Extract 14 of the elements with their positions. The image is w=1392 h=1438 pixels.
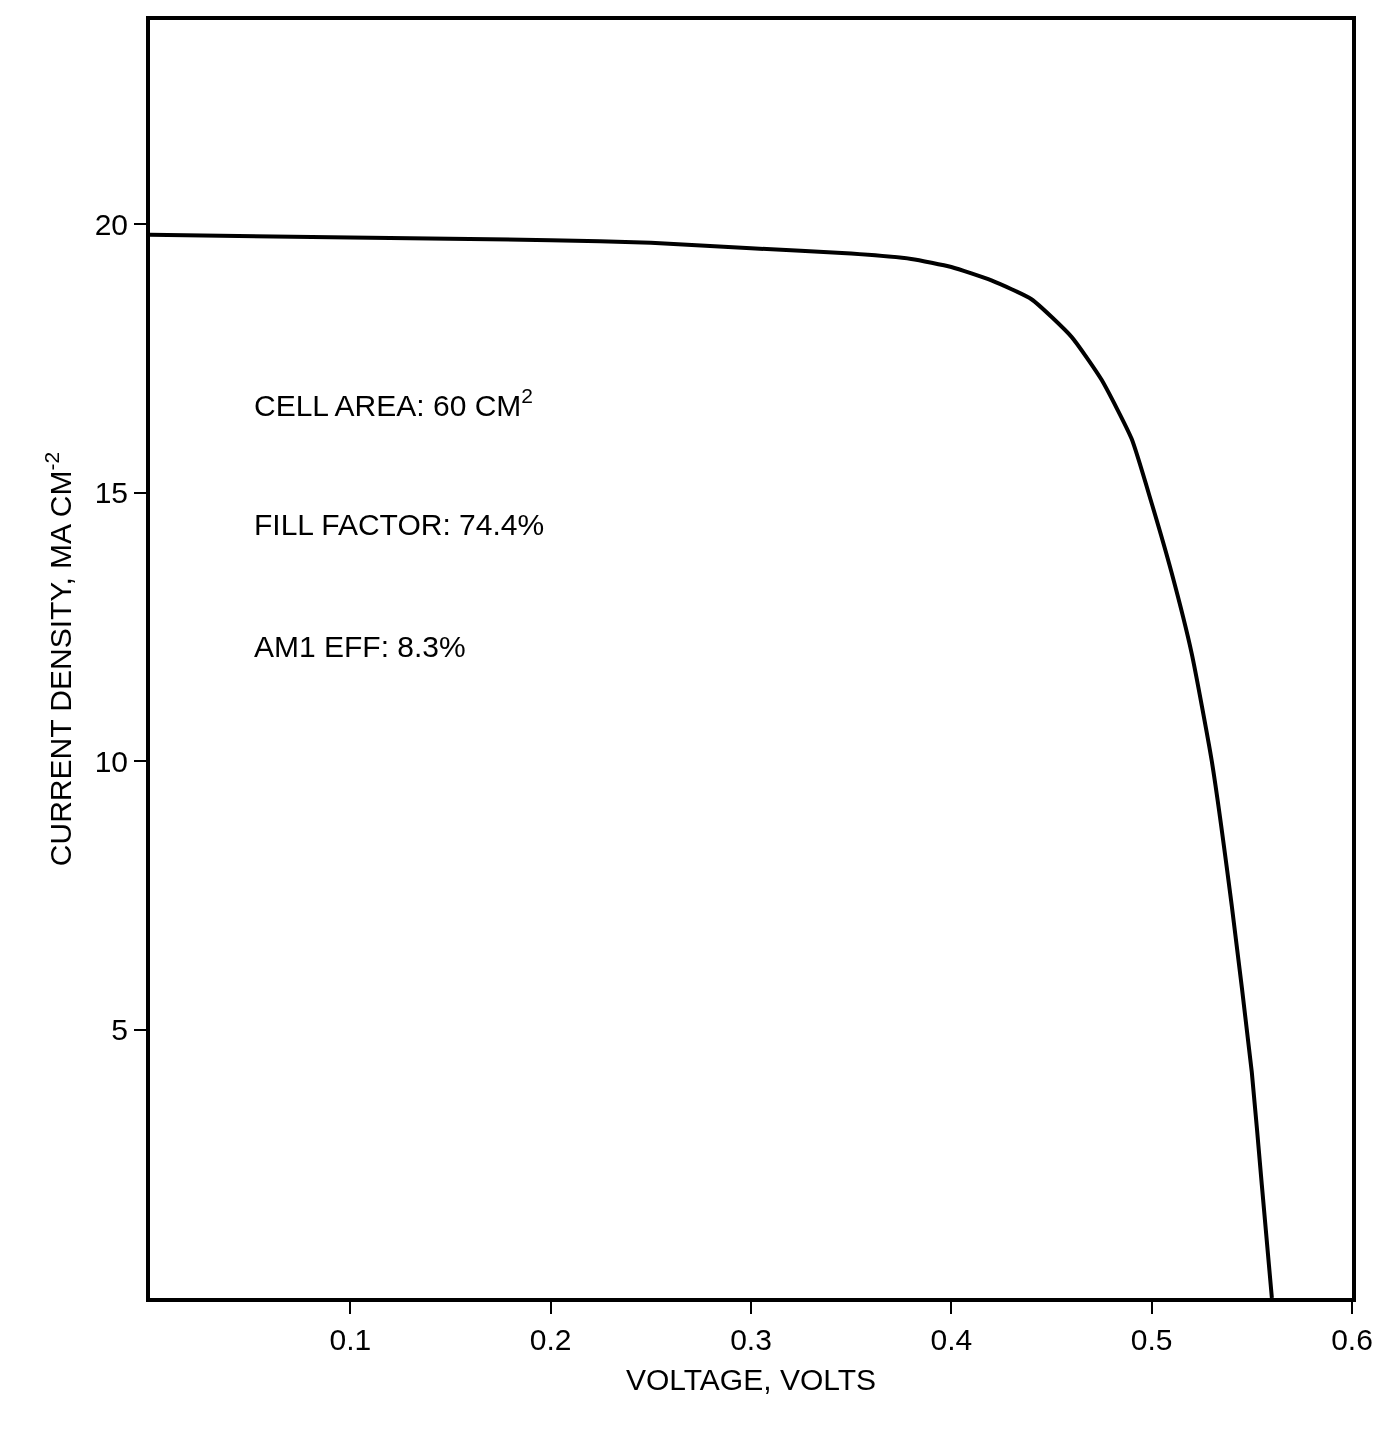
x-tick-label: 0.1	[329, 1323, 372, 1356]
x-tick-label: 0.4	[930, 1323, 973, 1356]
x-tick-label: 0.5	[1130, 1323, 1173, 1356]
y-tick-label: 20	[94, 207, 128, 241]
annotation: FILL FACTOR: 74.4%	[254, 508, 545, 541]
annotation: CELL AREA: 60 CM$^{2}$	[254, 384, 534, 422]
y-tick-label: 15	[94, 476, 128, 510]
y-tick-label: 5	[111, 1013, 128, 1047]
y-tick-label: 10	[94, 744, 128, 778]
x-axis-title: VOLTAGE, VOLTS	[625, 1363, 877, 1396]
annotation: AM1 EFF: 8.3%	[254, 630, 466, 663]
x-tick-label: 0.2	[529, 1323, 572, 1356]
x-tick-label: 0.3	[730, 1323, 772, 1356]
x-tick-label: 0.6	[1331, 1323, 1373, 1356]
